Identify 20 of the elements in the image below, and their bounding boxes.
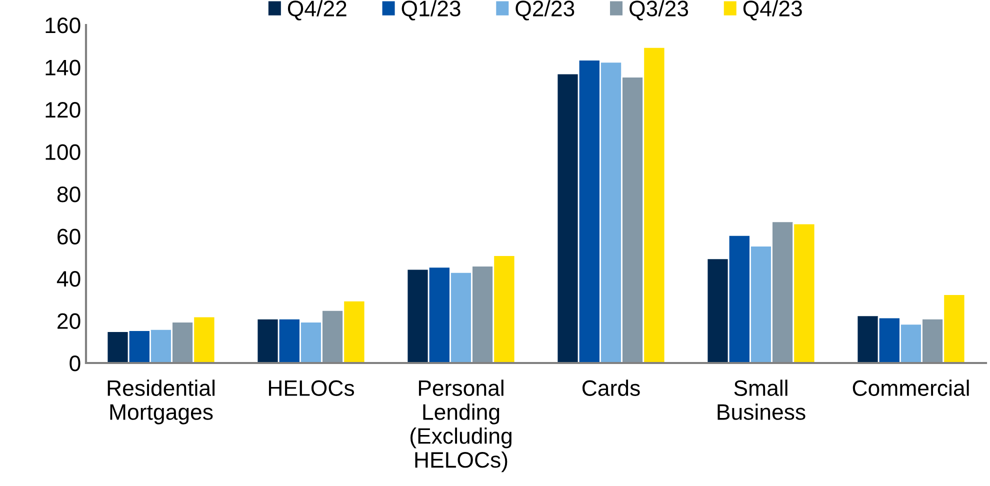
y-tick-label: 120 — [46, 102, 80, 118]
x-tick-label: Small Business — [718, 380, 806, 420]
legend-label: Q1/23 — [402, 0, 460, 20]
y-tick-label: 100 — [46, 144, 80, 160]
legend-label: Q4/22 — [288, 0, 346, 20]
x-tick-label: Commercial — [852, 380, 969, 396]
y-tick-label: 140 — [46, 60, 80, 76]
y-tick-label: 60 — [58, 228, 80, 245]
legend-label: Q3/23 — [630, 0, 688, 20]
y-tick-label: 0 — [70, 356, 80, 372]
y-tick-label: 20 — [58, 313, 80, 330]
x-tick-label: Residential Mortgages — [108, 380, 214, 424]
x-tick-label: HELOCs — [268, 380, 354, 396]
y-tick-label: 160 — [46, 18, 80, 34]
y-tick-label: 40 — [56, 271, 80, 287]
x-tick-label: Cards — [582, 380, 640, 396]
x-tick-label: Personal Lending (Excluding HELOCs) — [410, 380, 512, 472]
y-tick-label: 80 — [57, 186, 80, 202]
legend-label: Q4/23 — [743, 0, 802, 20]
legend-label: Q2/23 — [516, 0, 574, 20]
